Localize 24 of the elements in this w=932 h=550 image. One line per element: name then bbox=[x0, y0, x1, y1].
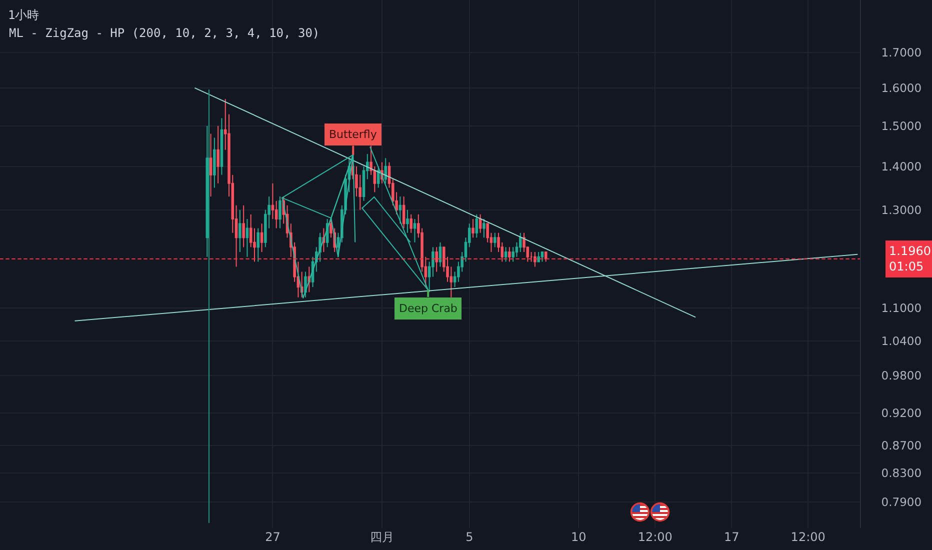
y-tick-label: 0.9200 bbox=[881, 406, 922, 420]
y-tick-label: 1.6000 bbox=[881, 81, 922, 96]
y-tick-label: 1.7000 bbox=[881, 45, 922, 60]
y-tick-label: 0.8300 bbox=[881, 466, 922, 480]
y-tick-label: 1.3000 bbox=[881, 202, 922, 217]
x-tick-label: 12:00 bbox=[638, 530, 672, 544]
x-tick-label: 17 bbox=[724, 530, 740, 544]
y-tick-label: 1.1000 bbox=[881, 300, 922, 315]
x-tick-label: 12:00 bbox=[790, 530, 826, 544]
y-tick-label: 0.7900 bbox=[881, 495, 922, 510]
text: 1小時 bbox=[8, 8, 40, 22]
annotation: Butterfly bbox=[329, 128, 378, 141]
ref-line-label: 1.1960 01:05 bbox=[889, 244, 931, 274]
y-tick-label: 0.8700 bbox=[881, 438, 922, 453]
y-tick-label: 1.5000 bbox=[881, 118, 922, 133]
y-tick-label: 1.4000 bbox=[881, 159, 922, 174]
text: ML - ZigZag - HP (200, 10, 2, 3, 4, 10, 30) bbox=[9, 26, 320, 40]
y-tick-label: 1.0400 bbox=[881, 334, 922, 348]
annotation: Deep Crab bbox=[399, 302, 458, 315]
y-tick-label: 0.9800 bbox=[881, 368, 922, 383]
x-tick-label: 10 bbox=[571, 530, 586, 544]
x-tick-label: 5 bbox=[466, 530, 474, 544]
x-tick-label: 四月 bbox=[370, 530, 394, 544]
x-tick-label: 27 bbox=[265, 530, 280, 544]
